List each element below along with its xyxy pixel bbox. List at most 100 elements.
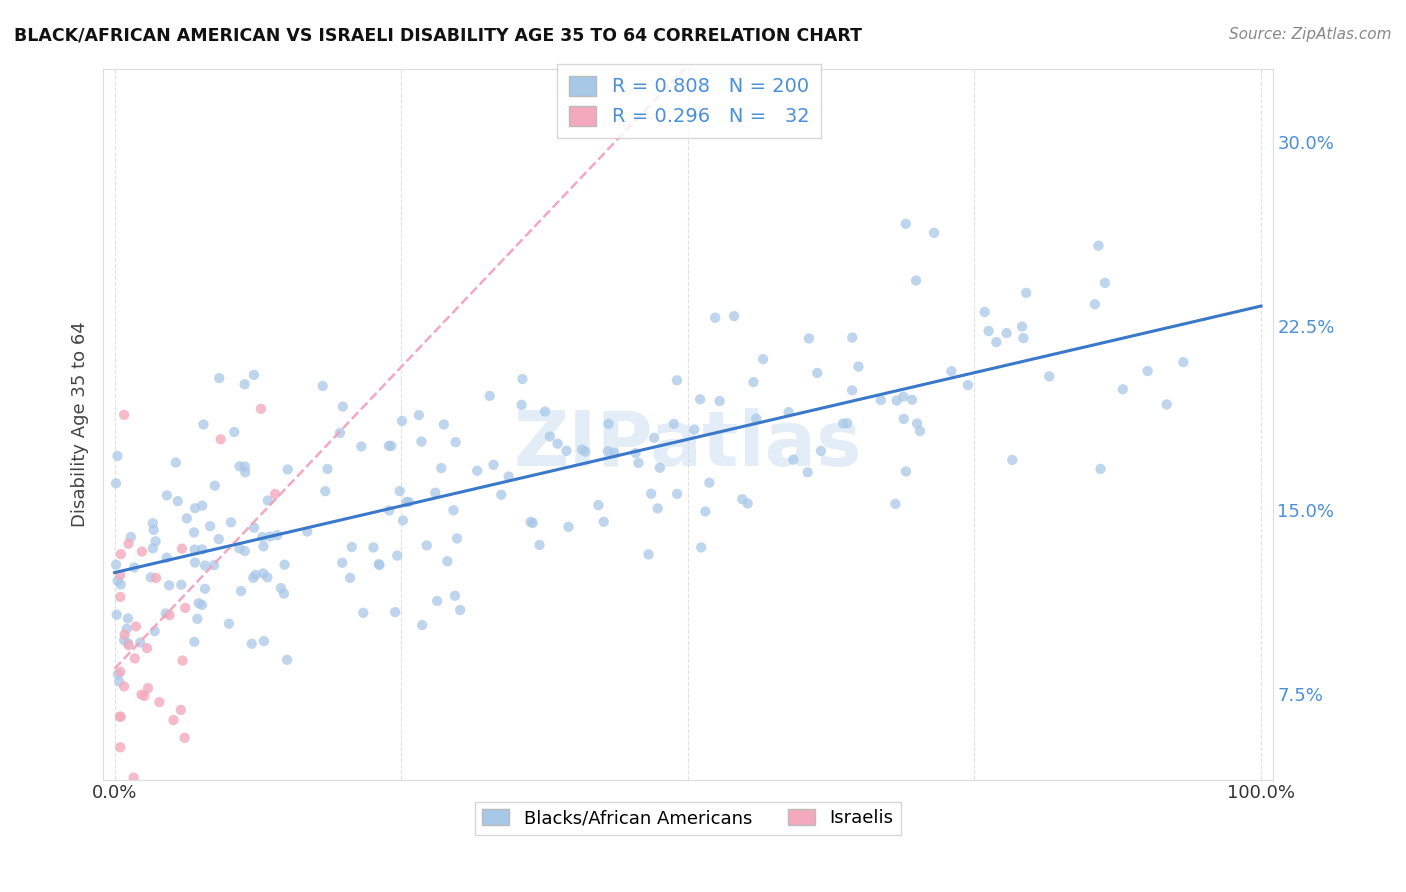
Point — [388, 484, 411, 499]
Point — [159, 608, 181, 623]
Point — [136, 641, 159, 656]
Point — [637, 548, 659, 562]
Point — [363, 541, 385, 555]
Point — [699, 475, 721, 490]
Point — [411, 618, 433, 632]
Point — [112, 679, 135, 693]
Point — [1012, 331, 1035, 345]
Point — [977, 324, 1000, 338]
Point — [297, 524, 319, 539]
Point — [350, 440, 373, 454]
Point — [156, 550, 179, 565]
Point — [194, 582, 217, 596]
Point — [893, 390, 915, 404]
Point — [229, 584, 252, 599]
Point — [340, 540, 363, 554]
Point — [187, 596, 209, 610]
Point — [797, 331, 820, 345]
Point — [665, 373, 688, 387]
Point — [662, 417, 685, 431]
Point — [378, 503, 401, 517]
Point — [166, 494, 188, 508]
Point — [112, 408, 135, 422]
Point — [233, 459, 256, 474]
Point — [243, 368, 266, 382]
Y-axis label: Disability Age 35 to 64: Disability Age 35 to 64 — [72, 321, 89, 527]
Point — [170, 541, 193, 556]
Point — [183, 542, 205, 557]
Point — [183, 525, 205, 540]
Point — [624, 446, 647, 460]
Point — [183, 634, 205, 648]
Point — [742, 375, 765, 389]
Point — [571, 442, 593, 457]
Point — [148, 695, 170, 709]
Point — [482, 458, 505, 472]
Point — [837, 416, 859, 430]
Point — [242, 571, 264, 585]
Point — [956, 378, 979, 392]
Point — [908, 424, 931, 438]
Point — [648, 460, 671, 475]
Point — [110, 590, 132, 604]
Point — [643, 431, 665, 445]
Point — [184, 501, 207, 516]
Point — [233, 544, 256, 558]
Point — [392, 513, 415, 527]
Point — [1173, 355, 1195, 369]
Point — [695, 504, 717, 518]
Point — [380, 439, 402, 453]
Text: BLACK/AFRICAN AMERICAN VS ISRAELI DISABILITY AGE 35 TO 64 CORRELATION CHART: BLACK/AFRICAN AMERICAN VS ISRAELI DISABI… — [14, 27, 862, 45]
Point — [1038, 369, 1060, 384]
Point — [120, 530, 142, 544]
Point — [640, 486, 662, 500]
Point — [1015, 285, 1038, 300]
Point — [277, 462, 299, 476]
Point — [270, 581, 292, 595]
Point — [704, 310, 727, 325]
Point — [118, 638, 141, 652]
Point — [378, 439, 401, 453]
Point — [444, 435, 467, 450]
Point — [731, 492, 754, 507]
Point — [117, 537, 139, 551]
Point — [848, 359, 870, 374]
Point — [110, 547, 132, 561]
Point — [841, 330, 863, 344]
Point — [709, 394, 731, 409]
Point — [170, 578, 193, 592]
Point — [1094, 276, 1116, 290]
Point — [894, 217, 917, 231]
Point — [252, 530, 274, 544]
Point — [723, 309, 745, 323]
Point — [157, 578, 180, 592]
Point — [465, 464, 488, 478]
Point — [555, 443, 578, 458]
Point — [174, 601, 197, 615]
Point — [107, 574, 129, 588]
Point — [142, 516, 165, 531]
Text: Source: ZipAtlas.com: Source: ZipAtlas.com — [1229, 27, 1392, 42]
Point — [666, 487, 689, 501]
Point — [136, 681, 159, 695]
Point — [796, 465, 818, 479]
Point — [408, 408, 430, 422]
Point — [218, 616, 240, 631]
Point — [598, 417, 620, 431]
Point — [156, 488, 179, 502]
Point — [329, 425, 352, 440]
Point — [114, 628, 136, 642]
Point — [245, 568, 267, 582]
Point — [425, 485, 447, 500]
Point — [384, 605, 406, 619]
Point — [592, 515, 614, 529]
Point — [534, 404, 557, 418]
Point — [1136, 364, 1159, 378]
Point — [478, 389, 501, 403]
Point — [894, 465, 917, 479]
Point — [339, 571, 361, 585]
Point — [745, 411, 768, 425]
Point — [131, 688, 153, 702]
Point — [191, 542, 214, 557]
Point — [131, 544, 153, 558]
